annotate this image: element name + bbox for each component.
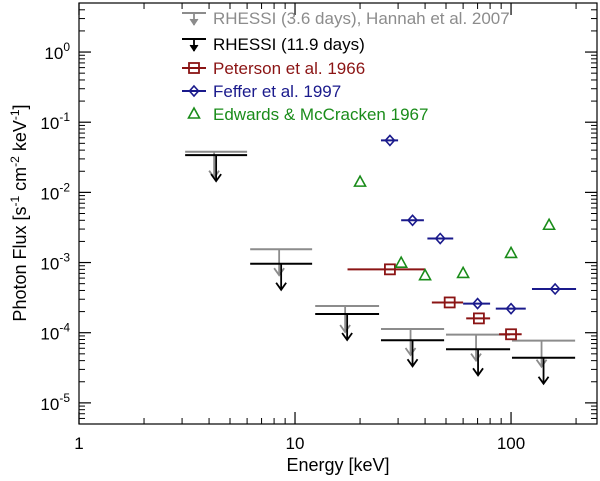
legend-label: Edwards & McCracken 1967 — [213, 105, 428, 124]
upper-limit-arrow-head — [472, 367, 484, 377]
series-1 — [185, 154, 576, 386]
data-point — [456, 265, 470, 279]
data-point — [418, 268, 432, 281]
upper-limit-arrow-head — [406, 358, 419, 368]
y-tick-label: 10-2 — [40, 180, 70, 203]
series-2 — [347, 263, 522, 341]
x-tick-label: 10 — [286, 434, 305, 453]
data-point — [542, 217, 556, 231]
upper-limit-arrow-head — [470, 353, 482, 363]
x-tick-label: 100 — [497, 434, 525, 453]
data-point — [471, 297, 484, 310]
data-marks — [185, 134, 577, 386]
upper-limit-arrow — [537, 357, 550, 386]
data-point — [406, 214, 419, 227]
y-tick-label: 10-1 — [40, 110, 70, 133]
legend-label: RHESSI (11.9 days) — [213, 35, 365, 54]
data-point — [353, 174, 367, 187]
data-point — [384, 263, 396, 276]
data-point — [505, 328, 517, 341]
data-point — [505, 302, 517, 315]
data-point — [549, 282, 561, 296]
legend-label: RHESSI (3.6 days), Hannah et al. 2007 — [213, 9, 510, 28]
upper-limit-arrow-head — [535, 359, 548, 369]
legend-symbol — [187, 106, 201, 119]
data-point — [504, 245, 518, 259]
upper-limit-arrow-head — [275, 282, 287, 292]
upper-limit-arrow-head — [404, 347, 417, 357]
legend-symbol — [188, 62, 200, 74]
legend: RHESSI (3.6 days), Hannah et al. 2007 RHE… — [182, 9, 510, 124]
x-tick-label: 1 — [74, 434, 83, 453]
x-axis-title: Energy [keV] — [286, 455, 389, 475]
upper-limit-arrow — [404, 328, 417, 357]
upper-limit-arrow — [341, 313, 353, 342]
series-3 — [380, 134, 577, 315]
data-point — [384, 134, 396, 147]
upper-limit-arrow-head — [339, 324, 351, 334]
series-4 — [353, 174, 556, 281]
legend-label: Feffer et al. 1997 — [213, 82, 341, 101]
y-tick-label: 10-5 — [40, 391, 70, 414]
upper-limit-arrow — [273, 249, 285, 277]
data-point — [394, 255, 409, 268]
data-point — [434, 232, 446, 245]
upper-limit-arrow-head — [273, 267, 285, 277]
y-tick-label: 100 — [44, 40, 70, 63]
upper-limit-arrow — [339, 306, 351, 334]
data-point — [443, 296, 456, 309]
axis-ticks: 1 10 100 10-5 10-4 10-3 10-2 10-1 100 — [40, 2, 597, 453]
upper-limit-arrow — [535, 340, 548, 369]
legend-symbol-head — [189, 18, 199, 26]
upper-limit-arrow — [275, 263, 287, 292]
y-tick-label: 10-4 — [40, 321, 70, 344]
upper-limit-arrow-head — [537, 376, 550, 386]
y-axis-title: Photon Flux [s-1 cm-2 keV-1] — [8, 104, 30, 321]
upper-limit-arrow — [406, 340, 419, 368]
legend-label: Peterson et al. 1966 — [213, 59, 365, 78]
y-tick-label: 10-3 — [40, 251, 70, 274]
upper-limit-arrow-head — [210, 173, 222, 183]
data-point — [473, 312, 485, 325]
legend-symbol-head — [189, 44, 199, 52]
upper-limit-arrow — [472, 349, 484, 377]
upper-limit-arrow-head — [341, 332, 353, 342]
legend-symbol — [188, 84, 200, 98]
upper-limit-arrow — [210, 155, 222, 183]
upper-limit-arrow — [470, 334, 482, 363]
